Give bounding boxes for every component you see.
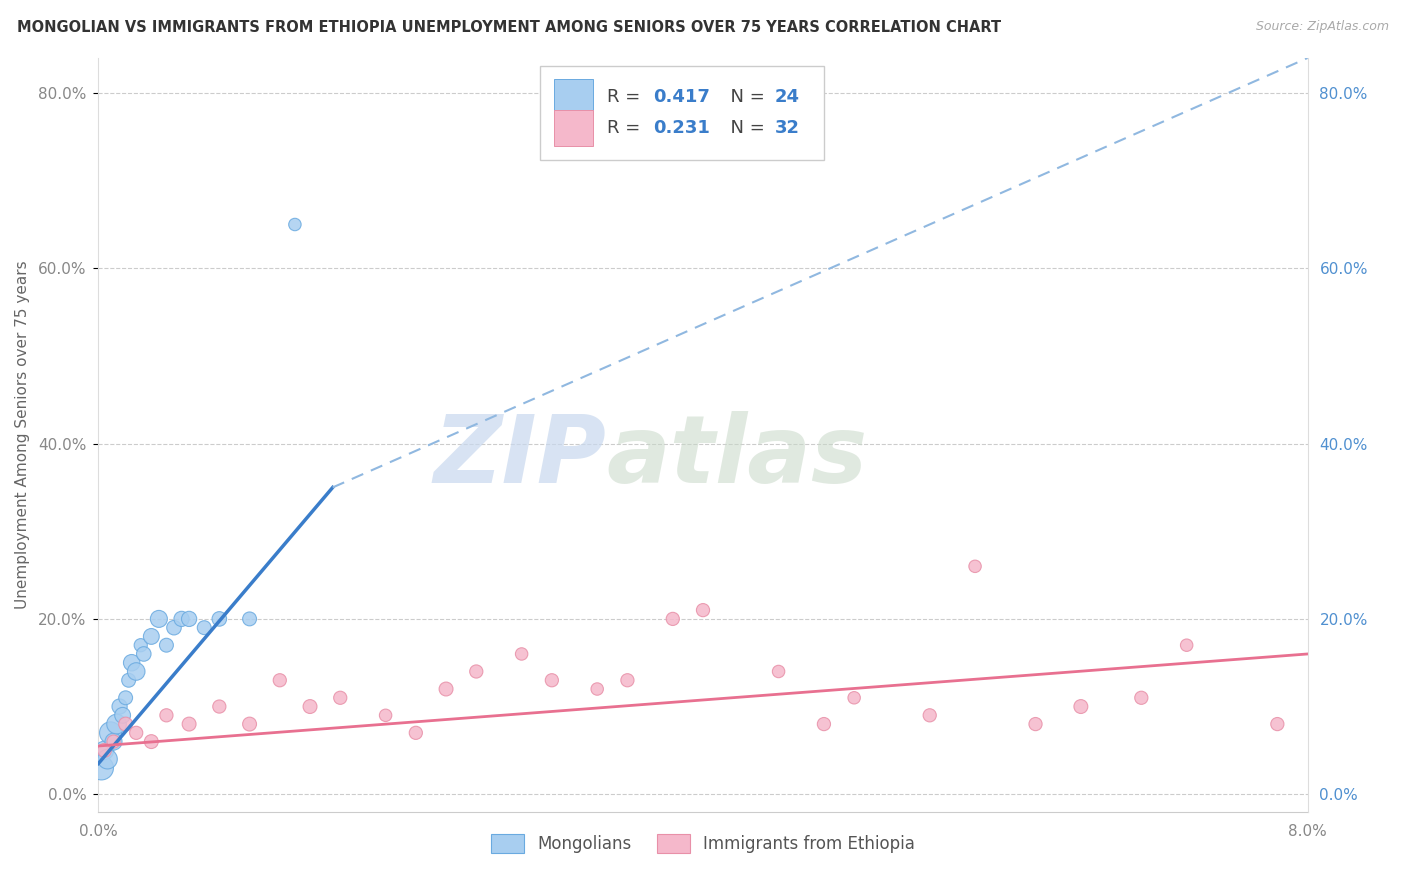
Text: R =: R =	[607, 88, 647, 106]
Point	[586, 681, 609, 696]
FancyBboxPatch shape	[554, 110, 593, 146]
Point	[405, 726, 427, 740]
Point	[616, 673, 638, 688]
Point	[96, 752, 118, 766]
Text: Source: ZipAtlas.com: Source: ZipAtlas.com	[1256, 20, 1389, 33]
Point	[179, 717, 201, 731]
Point	[208, 612, 231, 626]
Point	[125, 726, 148, 740]
Point	[1267, 717, 1289, 731]
Point	[284, 218, 307, 232]
Point	[434, 681, 457, 696]
Point	[465, 665, 488, 679]
Point	[1024, 717, 1046, 731]
Point	[692, 603, 714, 617]
Point	[193, 621, 215, 635]
Text: N =: N =	[718, 119, 770, 137]
Point	[141, 629, 163, 643]
Point	[93, 743, 115, 757]
Point	[105, 717, 128, 731]
Point	[155, 708, 177, 723]
Point	[93, 743, 115, 757]
Point	[103, 734, 125, 748]
Text: 32: 32	[775, 119, 800, 137]
Text: atlas: atlas	[606, 411, 868, 503]
Point	[208, 699, 231, 714]
Point	[1130, 690, 1153, 705]
Point	[239, 612, 262, 626]
Point	[813, 717, 835, 731]
Point	[329, 690, 352, 705]
FancyBboxPatch shape	[554, 79, 593, 115]
Point	[1175, 638, 1198, 652]
Text: 0.417: 0.417	[654, 88, 710, 106]
Point	[510, 647, 533, 661]
Point	[100, 726, 122, 740]
Point	[108, 699, 131, 714]
Point	[170, 612, 193, 626]
Point	[114, 690, 136, 705]
Point	[179, 612, 201, 626]
Point	[118, 673, 141, 688]
Point	[155, 638, 177, 652]
Point	[129, 638, 152, 652]
Point	[299, 699, 322, 714]
Point	[1070, 699, 1092, 714]
Point	[239, 717, 262, 731]
Point	[148, 612, 170, 626]
Legend: Mongolians, Immigrants from Ethiopia: Mongolians, Immigrants from Ethiopia	[484, 828, 922, 860]
Point	[965, 559, 987, 574]
Point	[90, 761, 112, 775]
Point	[114, 717, 136, 731]
Text: R =: R =	[607, 119, 647, 137]
Point	[103, 734, 125, 748]
Point	[269, 673, 291, 688]
Point	[125, 665, 148, 679]
Text: 0.231: 0.231	[654, 119, 710, 137]
Point	[141, 734, 163, 748]
Point	[111, 708, 134, 723]
Point	[132, 647, 155, 661]
Point	[661, 612, 683, 626]
Point	[918, 708, 941, 723]
Text: MONGOLIAN VS IMMIGRANTS FROM ETHIOPIA UNEMPLOYMENT AMONG SENIORS OVER 75 YEARS C: MONGOLIAN VS IMMIGRANTS FROM ETHIOPIA UN…	[17, 20, 1001, 35]
Text: ZIP: ZIP	[433, 411, 606, 503]
Point	[540, 673, 562, 688]
FancyBboxPatch shape	[540, 65, 824, 160]
Point	[768, 665, 790, 679]
Point	[374, 708, 396, 723]
Point	[121, 656, 143, 670]
Text: N =: N =	[718, 88, 770, 106]
Text: 24: 24	[775, 88, 800, 106]
Point	[163, 621, 186, 635]
Y-axis label: Unemployment Among Seniors over 75 years: Unemployment Among Seniors over 75 years	[15, 260, 30, 609]
Point	[844, 690, 866, 705]
